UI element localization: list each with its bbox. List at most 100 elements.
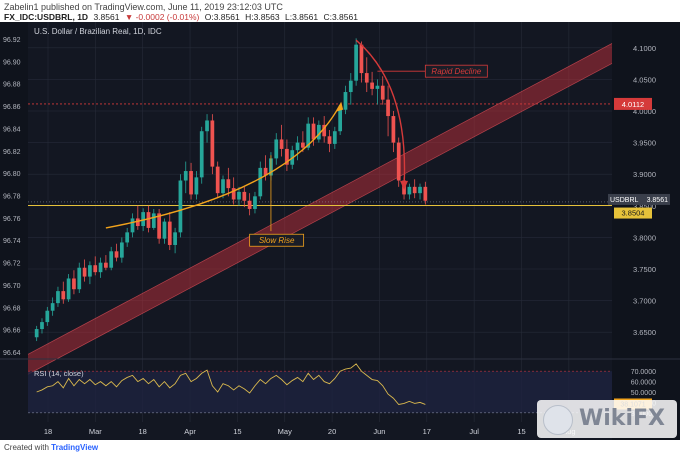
candle-body <box>157 213 161 239</box>
wikifx-watermark: WikiFX <box>537 400 677 438</box>
low-value: L:3.8561 <box>284 12 319 22</box>
rsi-label: RSI (14, close) <box>34 369 84 378</box>
rapid-decline-arrow <box>355 39 406 187</box>
price-tick-label: 3.7500 <box>633 265 656 274</box>
candle-body <box>215 166 220 194</box>
candle-body <box>162 221 167 239</box>
symbol-name[interactable]: FX_IDC:USDBRL, 1D <box>4 12 89 22</box>
left-tick-label: 96.72 <box>3 261 21 268</box>
left-tick-label: 96.64 <box>3 350 21 357</box>
candle-body <box>82 267 87 277</box>
candle-body <box>247 200 252 209</box>
footer: Created with TradingView <box>4 443 98 452</box>
high-value: H:3.8563 <box>245 12 280 22</box>
left-tick-label: 96.84 <box>3 126 21 133</box>
candle-body <box>194 177 199 195</box>
slow-rise-arrow <box>105 104 341 229</box>
resistance-price-tag <box>614 97 652 110</box>
x-tick-label: May <box>278 427 292 436</box>
slow-rise-label: Slow Rise <box>259 236 295 245</box>
candle-body <box>119 242 124 258</box>
price-tick-label: 4.0500 <box>633 75 656 84</box>
candle-body <box>348 80 353 93</box>
x-tick-label: 18 <box>44 427 52 436</box>
candle-body <box>93 265 98 273</box>
candle-body <box>253 196 257 209</box>
candle-body <box>178 180 183 233</box>
open-value: O:3.8561 <box>204 12 240 22</box>
candle-body <box>258 167 263 197</box>
candle-body <box>151 213 156 228</box>
candle-body <box>167 221 172 245</box>
last-price-value: 3.8561 <box>647 197 669 204</box>
rapid-decline-arrowhead <box>400 180 409 190</box>
candle-body <box>98 262 103 273</box>
candle-body <box>109 251 114 268</box>
candle-body <box>135 218 140 227</box>
last-price-tag <box>608 193 670 205</box>
close-value: C:3.8561 <box>323 12 358 22</box>
candle-body <box>189 171 193 195</box>
candle-body <box>125 232 130 243</box>
candle-body <box>285 148 289 165</box>
tradingview-brand[interactable]: TradingView <box>51 443 99 452</box>
candle-body <box>199 131 204 178</box>
candle-body <box>205 120 209 132</box>
ascending-channel <box>28 43 612 375</box>
candle-body <box>332 131 337 144</box>
candle-body <box>104 262 108 268</box>
x-tick-label: Jun <box>373 427 385 436</box>
candle-body <box>412 186 417 194</box>
candle-body <box>130 218 135 233</box>
candle-body <box>56 291 60 304</box>
price-tick-label: 3.6500 <box>633 328 656 337</box>
x-tick-label: 18 <box>139 427 147 436</box>
candle-body <box>418 186 422 194</box>
x-tick-label: 15 <box>517 427 525 436</box>
last-price-symbol: USDBRL <box>610 197 639 204</box>
price-axis-panel <box>612 22 680 440</box>
rsi-tick-label: 70.0000 <box>631 369 656 376</box>
candle-body <box>295 142 300 151</box>
candle-body <box>210 120 215 167</box>
created-with-text: Created with <box>4 443 49 452</box>
candle-body <box>301 142 305 148</box>
price-tick-label: 3.8000 <box>633 233 656 242</box>
candle-body <box>34 329 39 338</box>
left-tick-label: 96.74 <box>3 238 21 245</box>
rsi-tick-label: 60.0000 <box>631 380 656 387</box>
candle-body <box>407 186 412 195</box>
left-tick-label: 96.68 <box>3 305 21 312</box>
candle-body <box>72 278 76 290</box>
candle-body <box>343 92 348 110</box>
resistance-price-value: 4.0112 <box>622 100 644 109</box>
candle-body <box>231 188 236 200</box>
candle-body <box>66 278 71 300</box>
usdbrl-chart[interactable]: 18Mar18Apr15May20Jun17Jul15Aug4.10004.05… <box>0 22 680 440</box>
candle-body <box>221 179 225 194</box>
support-price-value: 3.8504 <box>622 209 645 218</box>
candle-body <box>391 116 396 143</box>
candle-body <box>338 109 343 132</box>
candle-body <box>311 123 316 140</box>
wikifx-logo-icon <box>543 405 573 435</box>
x-tick-label: Jul <box>469 427 479 436</box>
price-change: ▼ -0.0002 (-0.01%) <box>124 12 200 22</box>
price-tick-label: 4.1000 <box>633 44 656 53</box>
slow-rise-label-box <box>249 233 305 247</box>
candle-body <box>279 139 284 149</box>
candle-body <box>380 85 385 100</box>
left-tick-label: 96.90 <box>3 59 21 66</box>
candle-body <box>375 85 380 89</box>
left-tick-label: 96.80 <box>3 171 21 178</box>
candle-body <box>386 99 390 117</box>
candle-body <box>226 179 231 189</box>
price-tick-label: 3.7000 <box>633 297 656 306</box>
last-price: 3.8561 <box>93 12 120 22</box>
chart-background <box>0 22 680 440</box>
candle-body <box>423 186 428 201</box>
candle-body <box>88 265 92 277</box>
left-tick-label: 96.82 <box>3 149 21 156</box>
candle-body <box>114 251 119 258</box>
